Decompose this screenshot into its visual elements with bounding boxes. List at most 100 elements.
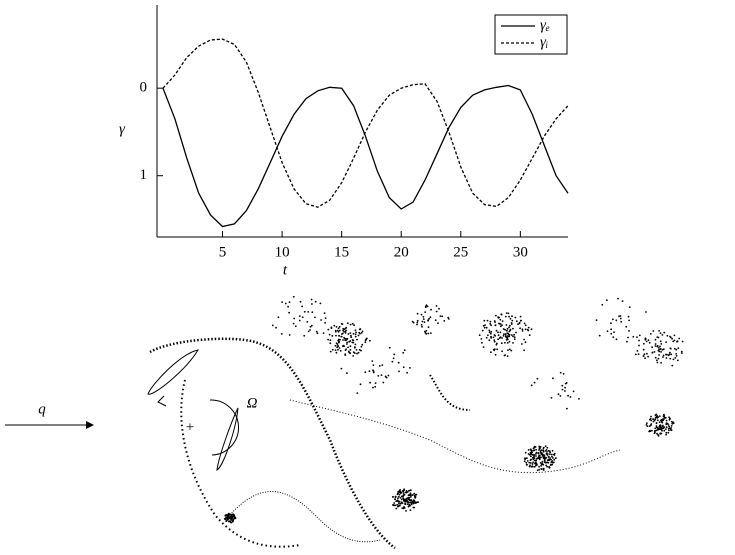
particle	[351, 322, 354, 325]
particle	[281, 301, 283, 303]
particle	[645, 311, 647, 313]
particle	[347, 351, 350, 353]
particle	[545, 449, 548, 451]
particle	[335, 326, 338, 328]
particle	[674, 357, 677, 359]
particle	[334, 330, 337, 333]
particle	[502, 328, 505, 330]
particle	[402, 351, 405, 354]
particle	[535, 459, 537, 462]
particle	[505, 312, 508, 314]
particle	[537, 452, 540, 455]
particle	[507, 312, 510, 315]
particle	[531, 454, 534, 456]
particle	[545, 452, 548, 455]
particle	[657, 433, 659, 436]
particle	[627, 336, 629, 339]
particle	[544, 457, 547, 460]
particle	[507, 333, 510, 336]
particle	[671, 364, 674, 367]
particle	[663, 426, 666, 428]
particle	[334, 344, 337, 347]
particle	[620, 320, 623, 323]
particle	[539, 447, 541, 450]
particle	[377, 375, 380, 377]
particle	[552, 453, 555, 456]
particle	[541, 453, 543, 456]
particle	[493, 348, 496, 350]
particle	[520, 319, 522, 322]
particle	[662, 424, 664, 427]
particle	[346, 343, 348, 345]
particle	[668, 425, 671, 428]
particle	[670, 353, 673, 356]
particle	[335, 334, 337, 337]
particle	[504, 328, 506, 331]
particle	[489, 323, 492, 325]
wake-filament	[149, 337, 396, 550]
particle	[670, 425, 673, 427]
particle	[420, 324, 423, 326]
particle	[657, 347, 660, 349]
particle	[676, 340, 678, 343]
particle	[493, 339, 496, 342]
particle	[408, 504, 411, 507]
rotation-arrow	[157, 395, 167, 407]
particle	[619, 317, 622, 320]
particle	[652, 418, 654, 420]
particle	[532, 458, 535, 460]
particle	[227, 513, 230, 516]
particle	[572, 390, 575, 393]
particle	[561, 388, 564, 391]
particle	[500, 342, 503, 345]
particle	[667, 431, 670, 434]
particle	[323, 312, 326, 315]
particle	[612, 318, 614, 321]
particle	[496, 348, 498, 351]
particle	[661, 349, 664, 351]
particle	[515, 320, 518, 323]
particle	[551, 460, 554, 462]
particle	[555, 457, 557, 459]
particle	[550, 453, 553, 456]
particle	[352, 355, 355, 357]
particle	[288, 301, 291, 303]
particle	[656, 417, 659, 419]
particle	[506, 336, 508, 339]
particle	[397, 505, 399, 508]
particle	[397, 490, 400, 493]
particle	[665, 431, 668, 434]
particle	[402, 366, 405, 369]
particle	[393, 353, 396, 356]
particle	[414, 501, 417, 503]
particle	[531, 451, 533, 454]
particle	[632, 335, 635, 338]
particle	[551, 463, 554, 466]
particle	[666, 353, 668, 356]
particle	[552, 377, 554, 380]
particle	[665, 419, 668, 422]
particle	[531, 463, 534, 465]
particle	[671, 337, 673, 340]
particle	[518, 322, 521, 325]
particle	[505, 324, 508, 326]
particle	[678, 337, 681, 340]
particle	[514, 316, 517, 319]
particle	[338, 347, 341, 349]
particle	[346, 341, 348, 344]
particle	[406, 503, 409, 505]
particle	[395, 507, 398, 510]
particle	[331, 335, 334, 337]
particle	[567, 394, 569, 397]
particle	[533, 454, 536, 456]
particle	[644, 338, 647, 341]
particle	[358, 328, 361, 331]
particle	[405, 490, 408, 493]
particle	[372, 369, 374, 372]
particle	[512, 335, 514, 338]
particle	[521, 328, 524, 331]
particle	[652, 330, 655, 332]
particle	[661, 421, 664, 424]
particle	[497, 331, 499, 334]
particle	[533, 445, 536, 448]
